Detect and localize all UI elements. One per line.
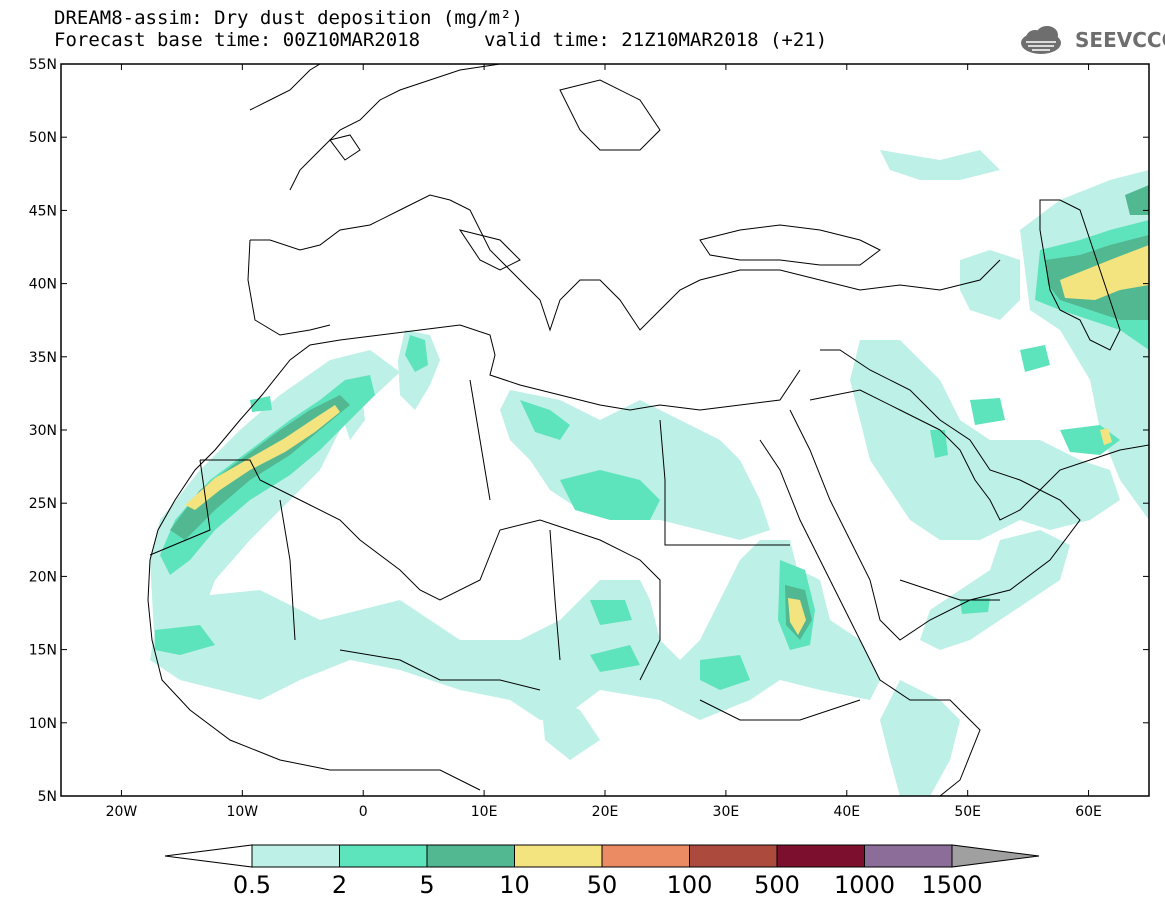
colorbar-label: 10: [499, 871, 530, 899]
valid-time: valid time: 21Z10MAR2018 (+21): [484, 29, 828, 51]
lat-label: 20N: [29, 569, 57, 585]
lon-label: 10W: [226, 804, 258, 820]
lat-label: 55N: [29, 57, 57, 73]
cloud-icon: [1021, 26, 1061, 54]
colorbar-swatch: [601, 844, 690, 868]
colorbar-label: 1500: [921, 871, 982, 899]
lat-label: 45N: [29, 203, 57, 219]
logo-text: SEEVCCC: [1075, 28, 1165, 52]
lat-label: 10N: [29, 716, 57, 732]
forecast-base-time: Forecast base time: 00Z10MAR2018: [54, 29, 421, 51]
colorbar-label: 500: [754, 871, 800, 899]
longitude-axis: 20W 10W 0 10E 20E 30E 40E 50E 60E: [106, 64, 1102, 820]
colorbar-label: 1000: [834, 871, 895, 899]
lon-label: 50E: [954, 804, 981, 820]
colorbar-label: 2: [332, 871, 347, 899]
lon-label: 40E: [833, 804, 860, 820]
lat-label: 5N: [38, 789, 57, 805]
colorbar-swatch: [426, 844, 515, 868]
colorbar-under-arrow: [164, 844, 253, 868]
colorbar-over-arrow: [951, 844, 1040, 868]
lon-label: 20W: [106, 804, 138, 820]
colorbar-label: 100: [667, 871, 713, 899]
colorbar-swatch: [514, 844, 603, 868]
colorbar-swatch: [689, 844, 778, 868]
lat-label: 15N: [29, 643, 57, 659]
lat-label: 35N: [29, 350, 57, 366]
latitude-axis: 55N 50N 45N 40N 35N 30N 25N 20N 15N 10N 5N: [29, 57, 1149, 805]
dust-field: [150, 150, 1149, 796]
lon-label: 10E: [471, 804, 498, 820]
coastlines: [147, 64, 1149, 796]
colorbar: 0.5 2 5 10 50 100 500 1000 1500: [164, 844, 1040, 899]
colorbar-swatch: [251, 844, 340, 868]
colorbar-swatch: [776, 844, 865, 868]
colorbar-label: 50: [587, 871, 618, 899]
map-title: DREAM8-assim: Dry dust deposition (mg/m²…: [54, 7, 523, 29]
lon-label: 30E: [713, 804, 740, 820]
lat-label: 25N: [29, 496, 57, 512]
lon-label: 0: [359, 804, 368, 820]
colorbar-label: 5: [419, 871, 434, 899]
dust-level-10: [185, 245, 1149, 635]
colorbar-label: 0.5: [233, 871, 271, 899]
lat-label: 50N: [29, 130, 57, 146]
colorbar-swatch: [864, 844, 953, 868]
lat-label: 30N: [29, 423, 57, 439]
colorbar-swatch: [339, 844, 428, 868]
lat-label: 40N: [29, 277, 57, 293]
lon-label: 20E: [592, 804, 619, 820]
lon-label: 60E: [1075, 804, 1102, 820]
